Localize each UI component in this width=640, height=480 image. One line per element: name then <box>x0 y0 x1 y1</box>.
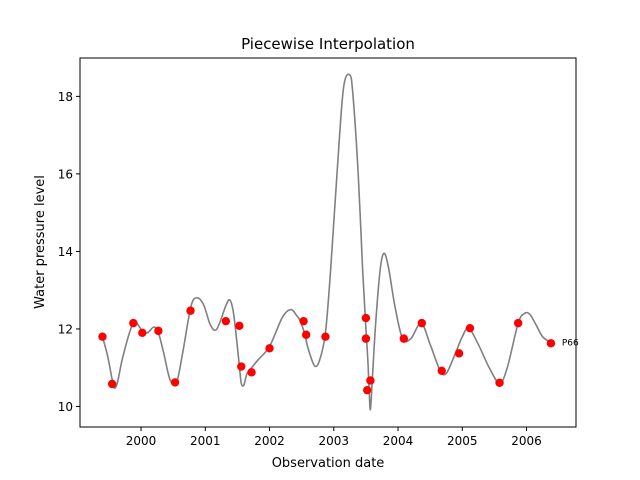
data-point <box>366 376 375 385</box>
data-point <box>299 316 308 326</box>
x-tick-label: 2001 <box>190 434 221 448</box>
data-point <box>107 379 117 389</box>
points-layer <box>98 306 556 395</box>
y-axis: 10 12 14 16 18 <box>58 90 80 414</box>
x-tick-label: 2004 <box>383 434 414 448</box>
data-point <box>546 339 556 348</box>
data-point <box>247 368 256 377</box>
x-tick-label: 2003 <box>319 434 350 448</box>
data-point <box>221 316 231 326</box>
interpolation-line <box>101 73 552 411</box>
y-tick-label: 14 <box>58 245 73 259</box>
x-tick-label: 2002 <box>254 434 285 448</box>
data-point <box>129 318 138 328</box>
x-tick-label: 2005 <box>447 434 478 448</box>
data-point <box>437 366 446 375</box>
data-point <box>361 313 371 323</box>
x-tick-label: 2000 <box>126 434 157 448</box>
y-tick-label: 16 <box>58 167 73 181</box>
y-tick-label: 12 <box>58 322 73 336</box>
x-tick-label: 2006 <box>511 434 542 448</box>
data-point <box>399 334 409 343</box>
data-point <box>454 349 464 358</box>
annotation-layer: P66 <box>562 339 579 349</box>
data-point <box>154 326 163 336</box>
data-point <box>235 321 244 331</box>
data-point <box>237 362 246 371</box>
data-point <box>301 330 311 339</box>
point-annotation: P66 <box>562 339 579 349</box>
chart-title: Piecewise Interpolation <box>241 35 415 53</box>
data-point <box>361 334 371 343</box>
data-point <box>362 385 372 395</box>
y-tick-label: 10 <box>58 400 73 414</box>
data-point <box>417 318 427 328</box>
y-tick-label: 18 <box>58 90 73 104</box>
data-point <box>513 318 523 328</box>
data-point <box>265 344 274 353</box>
data-point <box>186 306 195 315</box>
data-point <box>138 328 147 338</box>
x-axis: 2000 2001 2002 2003 2004 2005 2006 <box>126 427 542 448</box>
series-layer <box>101 73 552 411</box>
y-axis-label: Water pressure level <box>33 175 48 309</box>
x-axis-label: Observation date <box>272 456 385 471</box>
data-point <box>98 332 107 341</box>
plot-frame <box>79 57 577 428</box>
data-point <box>465 323 475 333</box>
data-point <box>495 378 504 388</box>
data-point <box>170 378 180 387</box>
data-point <box>321 332 330 341</box>
